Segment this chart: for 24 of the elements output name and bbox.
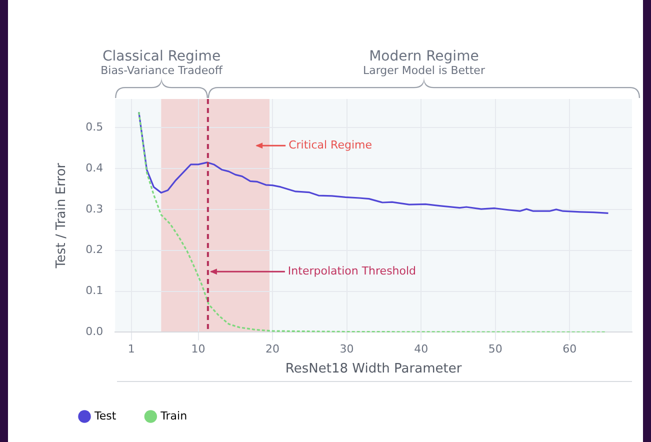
y-tick-label: 0.3	[86, 202, 104, 216]
y-tick-label: 0.0	[86, 325, 104, 338]
x-axis-title: ResNet18 Width Parameter	[285, 362, 462, 377]
y-tick-label: 0.1	[86, 284, 104, 298]
y-axis-title: Test / Train Error	[54, 162, 70, 270]
x-tick-label: 1	[128, 342, 135, 356]
text: Larger Model is Better	[362, 64, 486, 77]
x-tick-label: 50	[488, 342, 502, 356]
text: Bias-Variance Tradeoff	[100, 64, 223, 77]
text: Modern Regime	[369, 48, 479, 65]
x-tick-label: 40	[414, 342, 428, 356]
x-tick-label: 30	[340, 342, 354, 356]
legend-label: Train	[160, 409, 188, 422]
annotation: Interpolation Threshold	[288, 264, 416, 278]
line-series	[138, 111, 608, 332]
x-tick-label: 10	[191, 342, 206, 356]
y-tick-label: 0.4	[86, 161, 104, 174]
band-label: Critical Regime	[288, 138, 372, 152]
x-tick-label: 60	[562, 342, 577, 356]
y-tick-label: 0.5	[86, 120, 104, 134]
y-tick-label: 0.2	[86, 243, 104, 256]
text: Classical Regime	[102, 48, 221, 65]
x-tick-label: 20	[266, 342, 280, 356]
legend-label: Test	[94, 409, 117, 422]
